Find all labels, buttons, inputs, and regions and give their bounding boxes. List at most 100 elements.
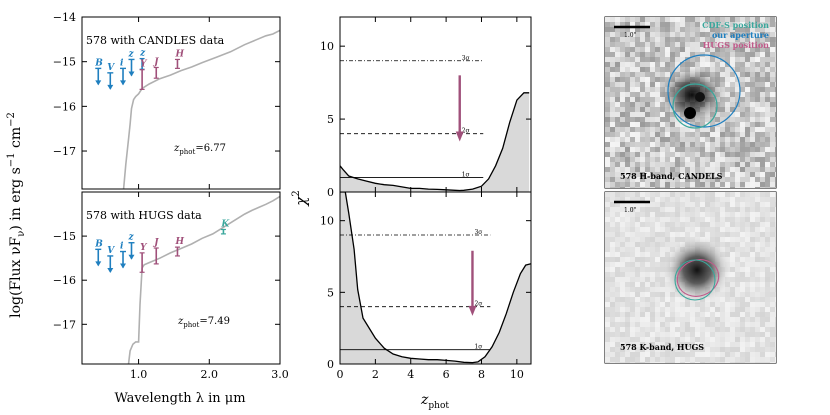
noise-pixel	[635, 297, 640, 302]
noise-pixel	[625, 257, 630, 262]
noise-pixel	[750, 77, 755, 82]
noise-pixel	[605, 112, 610, 117]
noise-pixel	[605, 132, 610, 137]
noise-pixel	[725, 122, 730, 127]
noise-pixel	[775, 32, 776, 37]
noise-pixel	[640, 252, 645, 257]
noise-pixel	[645, 252, 650, 257]
noise-pixel	[725, 302, 730, 307]
noise-pixel	[670, 192, 675, 197]
noise-pixel	[640, 302, 645, 307]
noise-pixel	[680, 137, 685, 142]
xtick-label: 2	[372, 368, 379, 381]
noise-pixel	[740, 327, 745, 332]
noise-pixel	[675, 347, 680, 352]
noise-pixel	[745, 192, 750, 197]
noise-pixel	[645, 297, 650, 302]
noise-pixel	[675, 152, 680, 157]
noise-pixel	[655, 312, 660, 317]
noise-pixel	[755, 362, 760, 363]
noise-pixel	[680, 127, 685, 132]
noise-pixel	[680, 222, 685, 227]
noise-pixel	[725, 167, 730, 172]
noise-pixel	[690, 202, 695, 207]
noise-pixel	[660, 362, 665, 363]
noise-pixel	[765, 77, 770, 82]
noise-pixel	[740, 272, 745, 277]
noise-pixel	[745, 122, 750, 127]
noise-pixel	[615, 107, 620, 112]
noise-pixel	[775, 102, 776, 107]
image-h-core-1	[684, 107, 696, 119]
noise-pixel	[760, 72, 765, 77]
noise-pixel	[635, 232, 640, 237]
noise-pixel	[700, 187, 705, 188]
noise-pixel	[690, 307, 695, 312]
noise-pixel	[640, 132, 645, 137]
noise-pixel	[730, 147, 735, 152]
noise-pixel	[705, 147, 710, 152]
noise-pixel	[705, 47, 710, 52]
noise-pixel	[695, 217, 700, 222]
noise-pixel	[765, 67, 770, 72]
noise-pixel	[725, 17, 730, 22]
noise-pixel	[635, 257, 640, 262]
noise-pixel	[775, 302, 776, 307]
noise-pixel	[735, 137, 740, 142]
noise-pixel	[760, 177, 765, 182]
noise-pixel	[745, 292, 750, 297]
noise-pixel	[705, 352, 710, 357]
noise-pixel	[770, 162, 775, 167]
noise-pixel	[755, 42, 760, 47]
noise-pixel	[605, 262, 610, 267]
band-label-B: B	[94, 239, 103, 249]
noise-pixel	[725, 57, 730, 62]
noise-pixel	[765, 357, 770, 362]
image-k-band: 1.0" 578 K-band, HUGS	[604, 191, 777, 364]
noise-pixel	[760, 217, 765, 222]
noise-pixel	[655, 147, 660, 152]
noise-pixel	[760, 212, 765, 217]
noise-pixel	[685, 347, 690, 352]
noise-pixel	[645, 302, 650, 307]
noise-pixel	[670, 32, 675, 37]
noise-pixel	[715, 127, 720, 132]
noise-pixel	[725, 102, 730, 107]
noise-pixel	[610, 47, 615, 52]
axes-frame	[81, 16, 281, 190]
noise-pixel	[610, 277, 615, 282]
noise-pixel	[685, 42, 690, 47]
noise-pixel	[660, 22, 665, 27]
noise-pixel	[670, 322, 675, 327]
noise-pixel	[685, 182, 690, 187]
noise-pixel	[740, 107, 745, 112]
noise-pixel	[645, 142, 650, 147]
noise-pixel	[730, 47, 735, 52]
noise-pixel	[750, 162, 755, 167]
noise-pixel	[645, 62, 650, 67]
noise-pixel	[660, 177, 665, 182]
noise-pixel	[705, 127, 710, 132]
noise-pixel	[665, 57, 670, 62]
noise-pixel	[705, 42, 710, 47]
noise-pixel	[645, 67, 650, 72]
noise-pixel	[770, 72, 775, 77]
noise-pixel	[710, 32, 715, 37]
noise-pixel	[760, 142, 765, 147]
noise-pixel	[640, 172, 645, 177]
noise-pixel	[625, 162, 630, 167]
noise-pixel	[730, 292, 735, 297]
noise-pixel	[685, 207, 690, 212]
noise-pixel	[730, 42, 735, 47]
noise-pixel	[740, 157, 745, 162]
noise-pixel	[770, 57, 775, 62]
noise-pixel	[640, 107, 645, 112]
noise-pixel	[660, 257, 665, 262]
noise-pixel	[625, 87, 630, 92]
noise-pixel	[760, 122, 765, 127]
noise-pixel	[695, 132, 700, 137]
noise-pixel	[670, 22, 675, 27]
noise-pixel	[680, 322, 685, 327]
noise-pixel	[635, 322, 640, 327]
noise-pixel	[660, 242, 665, 247]
